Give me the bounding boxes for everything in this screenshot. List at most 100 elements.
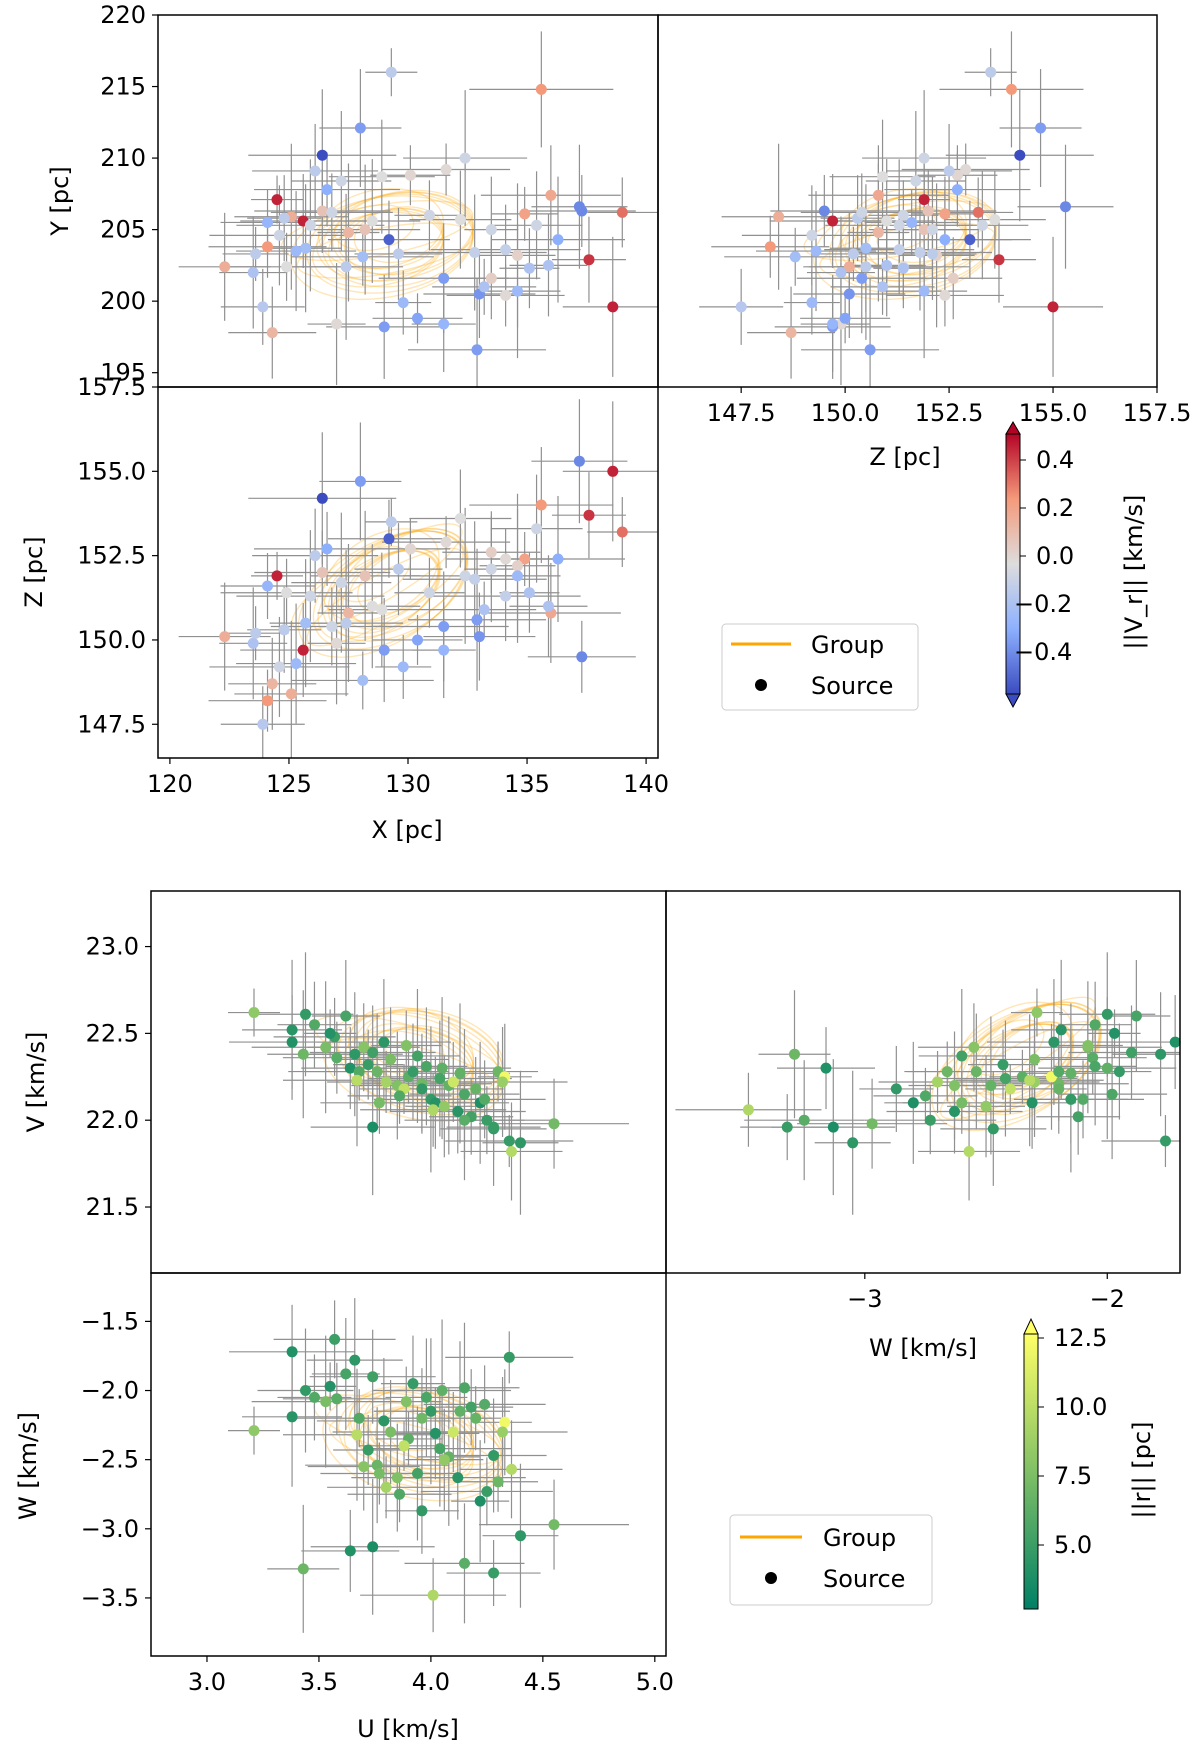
data-point [367, 1541, 379, 1553]
data-point [1089, 1019, 1101, 1031]
legend-source-label-bottom: Source [823, 1565, 905, 1593]
data-point [285, 688, 297, 700]
data-point [1101, 1062, 1113, 1074]
data-point [543, 259, 554, 271]
data-point [326, 621, 338, 632]
colorbar-vr-tick-label: 0.4 [1036, 446, 1074, 474]
data-point [860, 242, 872, 254]
data-point [354, 475, 366, 487]
data-point [420, 1391, 432, 1403]
data-point [806, 297, 818, 309]
axes-frame-uw [150, 1272, 667, 1657]
y-ticks-uw: −1.5 −2.0 −2.5 −3.0 −3.5 [81, 1307, 151, 1612]
x-tick-label: 120 [147, 770, 193, 798]
data-point [385, 66, 397, 78]
data-point [271, 570, 283, 582]
data-point [488, 1121, 500, 1133]
ylabel-xz: Z [pc] [20, 536, 48, 607]
data-point [349, 1354, 361, 1366]
data-point [331, 1393, 343, 1405]
data-point [393, 563, 404, 575]
x-tick-label: 130 [385, 770, 431, 798]
group-ellipse [316, 191, 474, 282]
colorbar-vr: 0.4 0.2 0.0 −0.2 −0.4 ||V_r|| [km/s] [1005, 421, 1148, 709]
y-tick-label: 150.0 [77, 626, 146, 654]
data-point [941, 1066, 953, 1078]
data-point [459, 570, 471, 582]
colorbar-r-label: ||r|| [pc] [1128, 1422, 1156, 1519]
data-point [583, 509, 595, 521]
colorbar-vr-tick-label: −0.2 [1014, 590, 1072, 618]
data-point [470, 1412, 482, 1424]
data-point [1053, 1083, 1065, 1095]
data-point [373, 1097, 385, 1109]
data-point [919, 1090, 931, 1102]
data-point [492, 1476, 504, 1488]
data-point [485, 563, 497, 575]
data-point [447, 1076, 459, 1088]
data-point [385, 516, 397, 528]
data-point [519, 208, 531, 220]
data-point [1072, 1111, 1084, 1123]
data-point [488, 1567, 500, 1579]
data-point [922, 205, 934, 217]
data-point [335, 577, 347, 589]
data-point [926, 224, 938, 236]
data-point [500, 289, 512, 301]
data-point [358, 1041, 370, 1053]
data-point [987, 1123, 999, 1135]
axes-frame-xz [157, 386, 659, 759]
data-point [438, 1100, 450, 1112]
data-point [376, 171, 388, 183]
data-point [331, 318, 343, 330]
colorbar-vr-label: ||V_r|| [km/s] [1120, 495, 1148, 650]
data-point [266, 327, 278, 339]
data-point [290, 245, 302, 257]
data-point [535, 499, 547, 511]
x-tick-label: 155.0 [1019, 399, 1088, 427]
data-point [999, 1073, 1011, 1084]
data-point [818, 205, 830, 217]
y-tick-label: 23.0 [86, 933, 139, 961]
data-point [378, 1036, 390, 1048]
data-point [357, 251, 369, 263]
colorbar-r-tick-label: 7.5 [1054, 1462, 1092, 1490]
data-point [316, 567, 328, 578]
data-point [523, 262, 535, 274]
group-ellipse [332, 189, 474, 276]
x-ticks-uw: 3.0 3.5 4.0 4.5 5.0 [188, 1656, 674, 1696]
data-point [286, 1036, 298, 1048]
data-point [447, 1426, 459, 1438]
data-point [400, 1396, 412, 1408]
ylabel-xy: Y [pc] [46, 166, 74, 236]
data-point [300, 1008, 311, 1020]
y-tick-label: 220 [100, 1, 146, 29]
data-point [503, 1351, 515, 1363]
data-point [1047, 301, 1059, 313]
data-point [300, 1385, 311, 1396]
data-point [286, 1346, 298, 1358]
data-point [548, 1118, 560, 1130]
data-point [262, 695, 273, 707]
data-point [353, 1066, 365, 1078]
y-tick-label: 152.5 [77, 542, 146, 570]
data-point [607, 465, 619, 477]
data-point [552, 553, 564, 565]
xlabel-wv: W [km/s] [869, 1334, 977, 1362]
data-point [1089, 1060, 1101, 1072]
data-point [810, 245, 822, 257]
data-point [367, 1047, 379, 1058]
data-point [423, 209, 435, 221]
data-point [219, 261, 231, 273]
data-point [907, 1097, 919, 1109]
data-point [380, 1076, 392, 1088]
data-point [939, 289, 951, 301]
data-point [427, 1589, 439, 1601]
data-point [321, 543, 333, 555]
data-point [454, 513, 466, 524]
data-point [309, 1019, 320, 1031]
data-point [1053, 1066, 1065, 1078]
data-point [373, 1468, 385, 1479]
x-tick-label: −3 [847, 1285, 882, 1313]
